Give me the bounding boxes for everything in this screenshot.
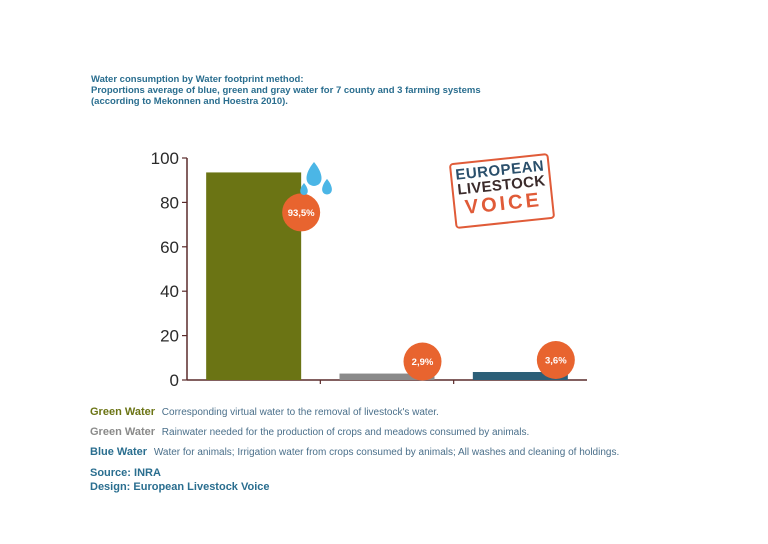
european-livestock-voice-logo: EUROPEAN LIVESTOCK VOICE: [448, 152, 556, 230]
data-label: 3,6%: [545, 356, 567, 367]
legend-key-grey: Green Water: [90, 426, 156, 438]
water-drop: [300, 183, 308, 195]
legend-row-blue: Blue Water Water for animals; Irrigation…: [90, 446, 750, 459]
header-reference: (according to Mekonnen and Hoestra 2010)…: [91, 96, 288, 107]
data-label-badge: [403, 342, 442, 381]
water-drop: [322, 178, 332, 195]
bar-grey-water: [339, 373, 435, 380]
y-tick-label: 80: [160, 193, 179, 212]
legend-row-grey: Green Water Rainwater needed for the pro…: [90, 426, 750, 439]
water-drop: [306, 162, 322, 186]
credits: Source: INRA Design: European Livestock …: [90, 466, 750, 494]
y-tick-label: 20: [160, 327, 179, 346]
header-subtitle: Proportions average of blue, green and g…: [91, 85, 481, 96]
y-tick-label: 100: [151, 149, 179, 168]
legend-key-blue: Blue Water: [90, 446, 148, 458]
y-tick-label: 60: [160, 238, 179, 257]
chart-header: Water consumption by Water footprint met…: [91, 74, 611, 107]
source-text: Source: INRA: [90, 467, 161, 479]
y-tick-label: 0: [170, 371, 179, 390]
data-label-badge: [282, 193, 321, 232]
y-tick-label: 40: [160, 282, 179, 301]
legend: Green Water Corresponding virtual water …: [90, 406, 750, 494]
data-label-badge: [536, 341, 575, 380]
design-text: Design: European Livestock Voice: [90, 481, 270, 493]
legend-key-green: Green Water: [90, 406, 156, 418]
legend-row-green: Green Water Corresponding virtual water …: [90, 406, 750, 419]
bar-blue-water: [472, 372, 568, 380]
header-title: Water consumption by Water footprint met…: [91, 74, 304, 85]
legend-desc-green: Corresponding virtual water to the remov…: [161, 407, 439, 418]
water-drops-icon: [300, 162, 332, 195]
legend-desc-blue: Water for animals; Irrigation water from…: [153, 447, 620, 458]
data-label: 93,5%: [288, 208, 315, 219]
legend-desc-grey: Rainwater needed for the production of c…: [161, 427, 530, 438]
data-label: 2,9%: [412, 357, 434, 368]
